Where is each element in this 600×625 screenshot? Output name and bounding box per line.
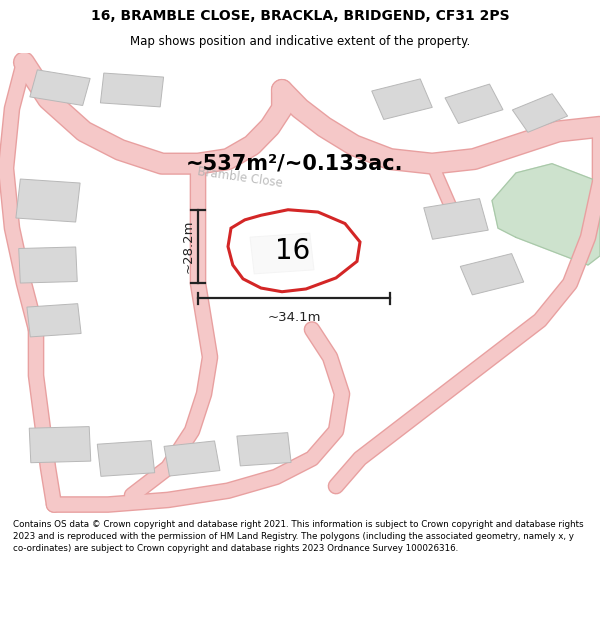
- Polygon shape: [100, 73, 164, 107]
- Polygon shape: [19, 247, 77, 283]
- Text: 16, BRAMBLE CLOSE, BRACKLA, BRIDGEND, CF31 2PS: 16, BRAMBLE CLOSE, BRACKLA, BRIDGEND, CF…: [91, 9, 509, 23]
- Polygon shape: [372, 79, 432, 119]
- Polygon shape: [492, 164, 600, 265]
- Text: Map shows position and indicative extent of the property.: Map shows position and indicative extent…: [130, 35, 470, 48]
- Text: Bramble Close: Bramble Close: [197, 165, 283, 190]
- Polygon shape: [16, 179, 80, 222]
- Text: ~34.1m: ~34.1m: [267, 311, 321, 324]
- Text: Contains OS data © Crown copyright and database right 2021. This information is : Contains OS data © Crown copyright and d…: [13, 521, 584, 553]
- Polygon shape: [30, 70, 90, 106]
- Polygon shape: [460, 254, 524, 295]
- Polygon shape: [164, 441, 220, 476]
- Text: 16: 16: [275, 238, 310, 265]
- Polygon shape: [27, 304, 81, 337]
- Polygon shape: [512, 94, 568, 132]
- Polygon shape: [97, 441, 155, 476]
- Polygon shape: [424, 199, 488, 239]
- Polygon shape: [29, 427, 91, 462]
- Text: ~537m²/~0.133ac.: ~537m²/~0.133ac.: [185, 154, 403, 174]
- Text: ~28.2m: ~28.2m: [182, 220, 195, 273]
- Polygon shape: [250, 233, 314, 274]
- Polygon shape: [228, 210, 360, 292]
- Polygon shape: [445, 84, 503, 124]
- Polygon shape: [237, 432, 291, 466]
